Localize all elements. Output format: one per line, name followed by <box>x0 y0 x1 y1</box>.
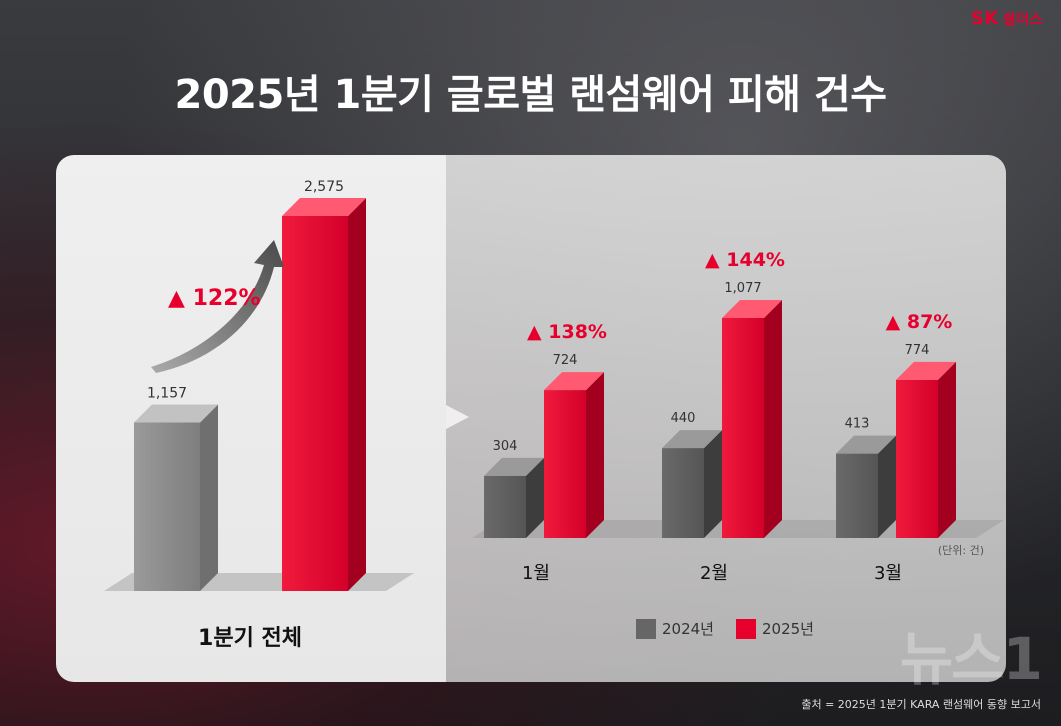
value-label-3-2025: 774 <box>905 343 930 358</box>
bar-2-2024-side <box>704 430 722 538</box>
bar-2-2024-top <box>662 430 722 449</box>
category-label-total: 1분기 전체 <box>198 626 302 651</box>
legend-item-2024: 2024년 <box>636 618 714 639</box>
bar-total-2024 <box>134 422 200 591</box>
growth-label-2: ▲ 144% <box>705 249 785 271</box>
total-panel <box>56 155 446 682</box>
growth-label-total: ▲ 122% <box>168 286 261 311</box>
value-label-2-2025: 1,077 <box>724 281 761 296</box>
value-label-total-2025: 2,575 <box>304 179 344 195</box>
legend-label-2024: 2024년 <box>662 620 714 638</box>
value-label-2-2024: 440 <box>671 411 696 426</box>
category-label-2: 2월 <box>700 563 728 584</box>
bar-3-2024-side <box>878 435 896 538</box>
bar-1-2025-side <box>586 372 604 538</box>
bar-3-2025-top <box>896 361 956 380</box>
bar-total-2024-top <box>134 404 218 423</box>
bar-total-2024-side <box>200 404 218 591</box>
bar-2-2025-side <box>764 300 782 538</box>
legend-swatch-2025 <box>735 618 756 639</box>
legend-swatch-2024 <box>636 618 656 639</box>
bar-2-2025 <box>722 318 764 538</box>
ransomware-bar-chart: 1,157 2,575 ▲ 122% 1분기 전체 304 724 ▲ 138% 1월 440 1… <box>104 179 1004 651</box>
legend-item-2025: 2025년 <box>735 618 814 639</box>
growth-label-1: ▲ 138% <box>527 321 607 343</box>
bar-3-2025 <box>896 379 938 538</box>
bar-2-2025-top <box>722 300 782 318</box>
bar-total-2025 <box>282 216 348 591</box>
unit-note: (단위: 건) <box>938 544 984 557</box>
bar-total-2025-top <box>282 198 366 216</box>
value-label-3-2024: 413 <box>845 417 870 432</box>
growth-arrow-icon <box>151 240 284 373</box>
value-label-1-2024: 304 <box>493 439 518 454</box>
bar-1-2025-top <box>544 372 604 391</box>
page-title: 2025년 1분기 글로벌 랜섬웨어 피해 건수 <box>174 72 888 118</box>
bar-2-2024 <box>662 448 704 538</box>
value-label-total-2024: 1,157 <box>147 386 187 402</box>
legend-label-2025: 2025년 <box>761 620 814 638</box>
bar-total-2025-side <box>348 198 366 591</box>
sk-shieldus-logo: SK 쉴더스 <box>970 8 1043 29</box>
legend: 2024년 2025년 <box>636 618 828 639</box>
bar-1-2024-side <box>526 457 544 538</box>
bar-3-2025-side <box>938 361 956 538</box>
bar-1-2025 <box>544 390 586 538</box>
category-label-1: 1월 <box>522 563 550 584</box>
category-label-3: 3월 <box>874 563 902 584</box>
source-note: 출처 = 2025년 1분기 KARA 랜섬웨어 동향 보고서 <box>801 698 1041 711</box>
growth-label-3: ▲ 87% <box>886 311 953 333</box>
bar-3-2024-top <box>836 435 896 454</box>
bar-1-2024 <box>484 475 526 538</box>
panel-divider-chevron <box>446 405 469 429</box>
bar-1-2024-top <box>484 457 544 476</box>
news1-watermark: 뉴스1 <box>899 625 1043 693</box>
bar-3-2024 <box>836 453 878 538</box>
value-label-1-2025: 724 <box>553 353 578 368</box>
